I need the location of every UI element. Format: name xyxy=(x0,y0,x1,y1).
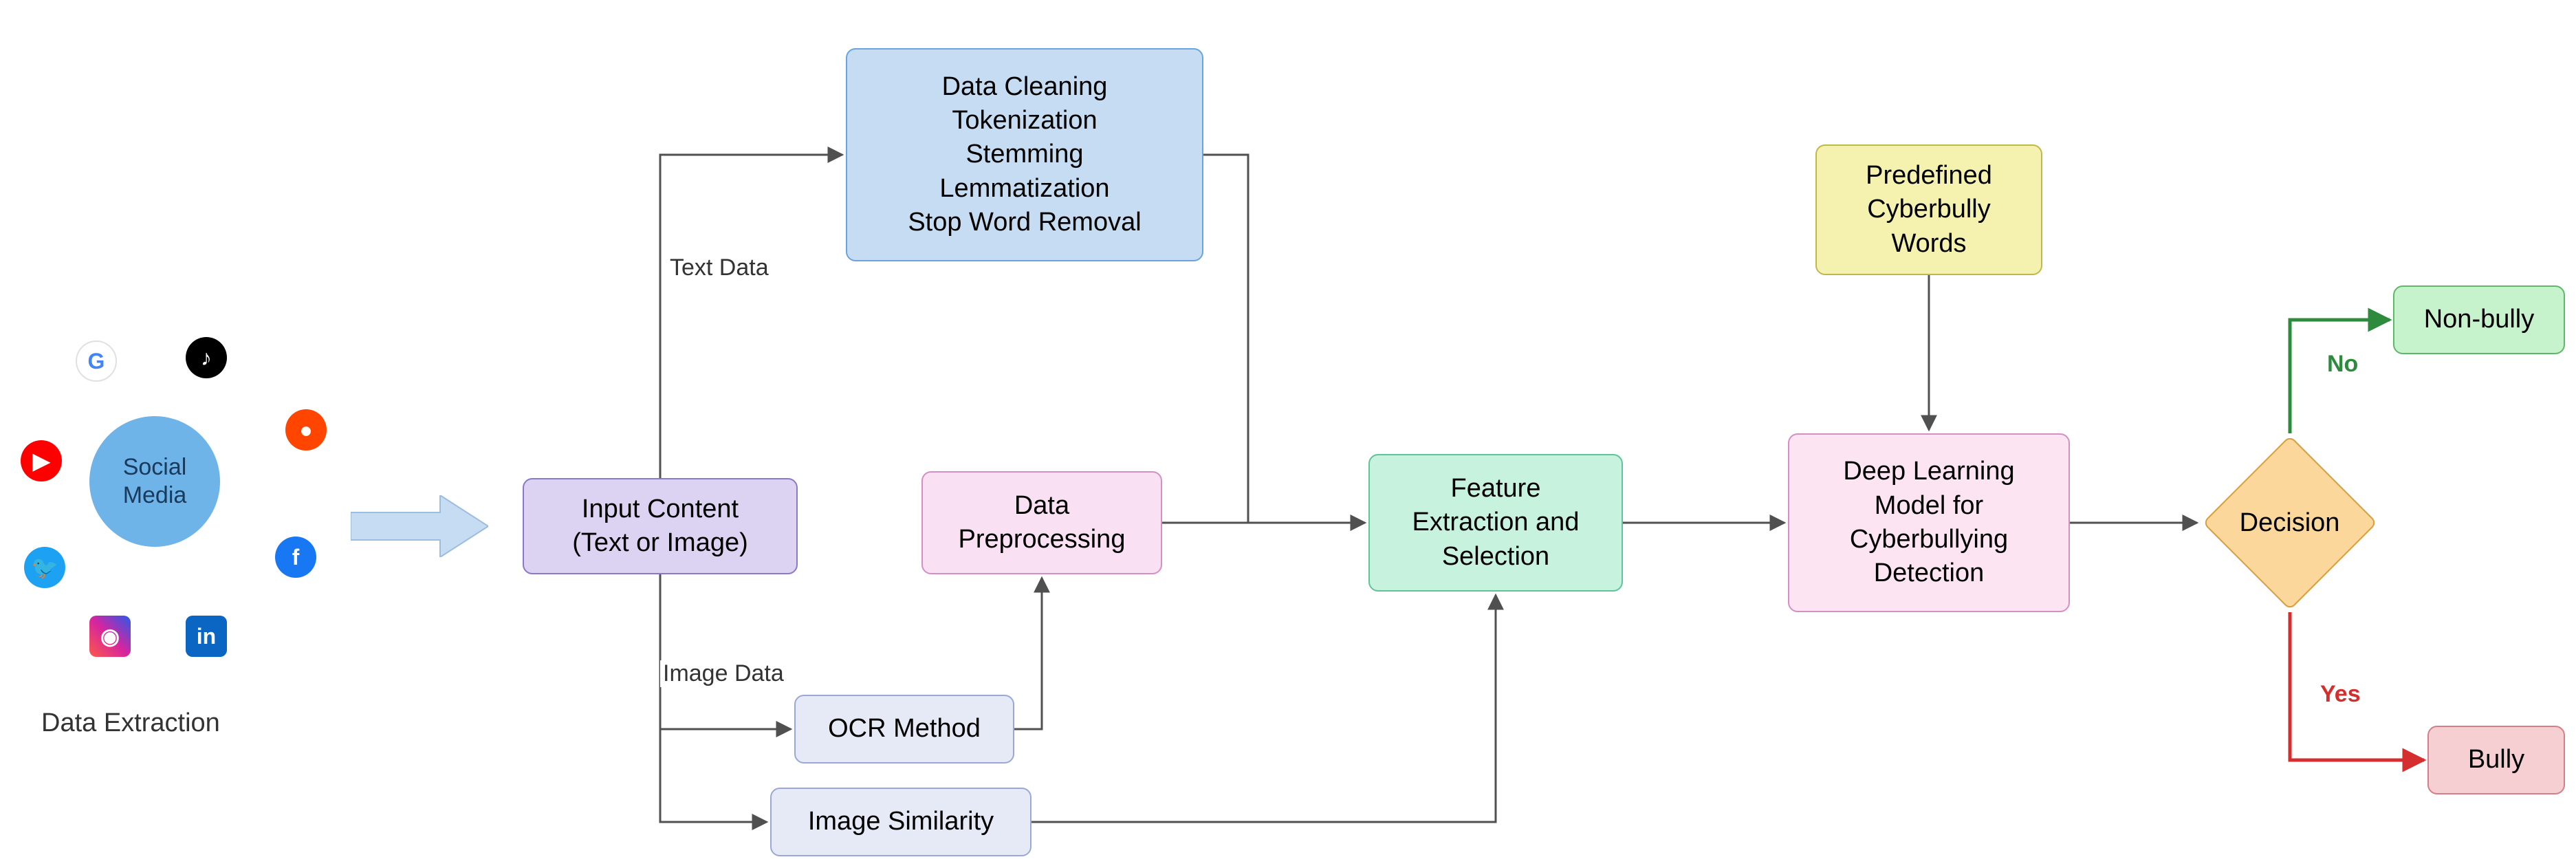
edge-input-to-textsteps xyxy=(660,155,842,478)
decision-node: Decision xyxy=(2203,435,2378,611)
text-steps-label: Data CleaningTokenizationStemmingLemmati… xyxy=(908,70,1141,240)
social-media-label: SocialMedia xyxy=(123,453,187,510)
deep-learning-label: Deep LearningModel forCyberbullyingDetec… xyxy=(1843,455,2014,591)
non-bully-label: Non-bully xyxy=(2424,303,2535,336)
facebook-icon: f xyxy=(275,537,316,578)
edge-imagesim-to-feature xyxy=(1032,595,1496,822)
image-data-label: Image Data xyxy=(660,660,787,687)
image-similarity-node: Image Similarity xyxy=(770,788,1032,856)
google-icon: G xyxy=(76,340,117,382)
data-preprocessing-node: DataPreprocessing xyxy=(921,471,1162,574)
social-media-circle: SocialMedia xyxy=(89,416,220,547)
decision-label: Decision xyxy=(2240,508,2340,537)
input-content-label: Input Content(Text or Image) xyxy=(572,492,748,561)
image-similarity-label: Image Similarity xyxy=(808,805,994,838)
input-content-node: Input Content(Text or Image) xyxy=(523,478,798,574)
ocr-method-label: OCR Method xyxy=(828,712,981,746)
edge-input-to-imagesim xyxy=(660,574,767,822)
twitter-icon: 🐦 xyxy=(24,547,65,588)
text-steps-node: Data CleaningTokenizationStemmingLemmati… xyxy=(846,48,1203,261)
predefined-words-node: PredefinedCyberbullyWords xyxy=(1815,144,2042,275)
edge-input-to-ocr xyxy=(660,574,791,729)
ocr-method-node: OCR Method xyxy=(794,695,1014,764)
linkedin-icon: in xyxy=(186,616,227,657)
block-arrow xyxy=(351,495,488,557)
data-preprocessing-label: DataPreprocessing xyxy=(959,489,1126,557)
edge-ocr-to-preproc xyxy=(1014,578,1042,729)
text-data-label: Text Data xyxy=(667,255,772,281)
tiktok-icon: ♪ xyxy=(186,337,227,378)
reddit-icon: ● xyxy=(285,409,327,451)
youtube-icon: ▶ xyxy=(21,440,62,481)
feature-extraction-label: FeatureExtraction andSelection xyxy=(1412,472,1580,574)
bully-label: Bully xyxy=(2468,743,2524,777)
non-bully-node: Non-bully xyxy=(2393,285,2565,354)
predefined-words-label: PredefinedCyberbullyWords xyxy=(1866,159,1992,261)
deep-learning-node: Deep LearningModel forCyberbullyingDetec… xyxy=(1788,433,2070,612)
bully-node: Bully xyxy=(2427,726,2565,794)
feature-extraction-node: FeatureExtraction andSelection xyxy=(1368,454,1623,592)
edges-layer xyxy=(0,0,2576,866)
instagram-icon: ◉ xyxy=(89,616,131,657)
no-label: No xyxy=(2324,351,2361,378)
edge-textsteps-out xyxy=(1203,155,1248,523)
data-extraction-label: Data Extraction xyxy=(41,708,220,738)
yes-label: Yes xyxy=(2317,681,2364,708)
